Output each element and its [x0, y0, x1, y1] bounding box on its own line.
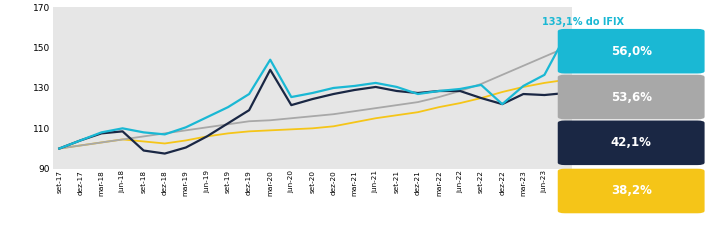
Text: 56,0%: 56,0%	[611, 45, 652, 58]
Text: 38,2%: 38,2%	[611, 185, 652, 197]
Text: 133,1% do IFIX: 133,1% do IFIX	[542, 17, 624, 27]
Text: 53,6%: 53,6%	[611, 91, 652, 103]
Text: 42,1%: 42,1%	[611, 136, 652, 149]
